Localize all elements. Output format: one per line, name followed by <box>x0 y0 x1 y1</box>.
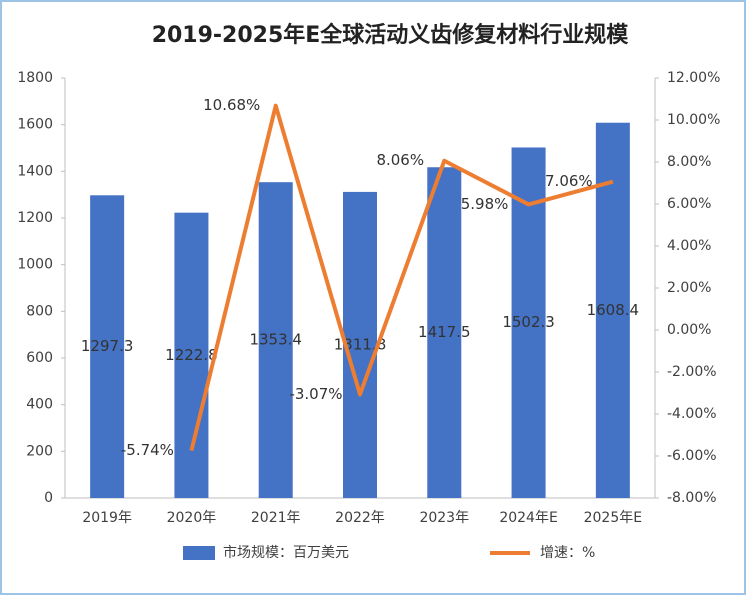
x-tick-label: 2024年E <box>499 510 557 526</box>
line-value-label: -5.74% <box>121 441 174 459</box>
growth-line <box>189 103 614 452</box>
line-value-label: 10.68% <box>203 96 260 114</box>
bar-value-label: 1222.8 <box>165 346 218 364</box>
y2-tick-label: 0.00% <box>667 322 711 338</box>
y-tick-label: 1000 <box>17 257 53 273</box>
line-value-label: -3.07% <box>289 385 342 403</box>
bar <box>90 195 125 498</box>
legend-swatch <box>183 546 215 560</box>
y-tick-label: 1800 <box>17 70 53 86</box>
bar <box>427 167 462 498</box>
y-tick-label: 200 <box>26 443 53 459</box>
bar-value-label: 1353.4 <box>249 331 302 349</box>
y2-tick-label: 8.00% <box>667 154 711 170</box>
y-tick-label: 1600 <box>17 117 53 133</box>
y-tick-label: 800 <box>26 303 53 319</box>
y2-tick-label: -4.00% <box>667 406 717 422</box>
y2-tick-label: -8.00% <box>667 490 717 506</box>
x-tick-label: 2023年 <box>419 510 469 526</box>
bar-value-label: 1502.3 <box>502 313 555 331</box>
bar-value-label: 1417.5 <box>418 323 471 341</box>
bar-value-label: 1608.4 <box>587 301 640 319</box>
y2-tick-label: 10.00% <box>667 112 720 128</box>
y2-tick-label: 2.00% <box>667 280 711 296</box>
bar-value-label: 1297.3 <box>81 337 134 355</box>
y-tick-label: 0 <box>44 490 53 506</box>
y-tick-label: 1200 <box>17 210 53 226</box>
y2-tick-label: -6.00% <box>667 448 717 464</box>
y2-tick-label: 6.00% <box>667 196 711 212</box>
bar <box>343 191 377 498</box>
legend-label: 增速：% <box>540 545 595 561</box>
y2-tick-label: -2.00% <box>667 364 717 380</box>
x-tick-label: 2021年 <box>251 510 301 526</box>
x-tick-label: 2020年 <box>167 510 217 526</box>
x-tick-label: 2019年 <box>82 510 132 526</box>
x-tick-label: 2025年E <box>584 510 642 526</box>
chart-title: 2019-2025年E全球活动义齿修复材料行业规模 <box>152 22 630 48</box>
y2-tick-label: 12.00% <box>667 70 720 86</box>
y-tick-label: 400 <box>26 397 53 413</box>
x-tick-label: 2022年 <box>335 510 385 526</box>
line-value-label: 7.06% <box>545 172 593 190</box>
y-tick-label: 1400 <box>17 163 53 179</box>
y-tick-label: 600 <box>26 350 53 366</box>
line-value-label: 5.98% <box>461 195 509 213</box>
legend-label: 市场规模：百万美元 <box>223 544 349 561</box>
line-value-label: 8.06% <box>376 151 424 169</box>
bar <box>258 182 293 498</box>
y2-tick-label: 4.00% <box>667 238 711 254</box>
